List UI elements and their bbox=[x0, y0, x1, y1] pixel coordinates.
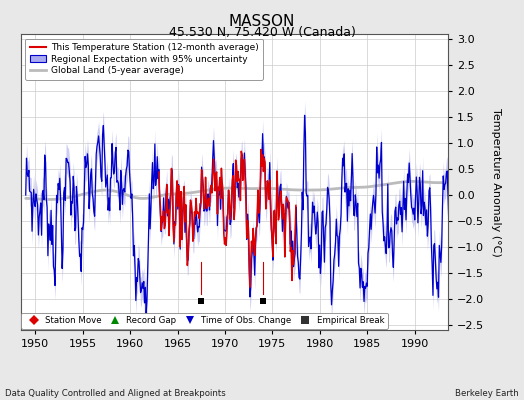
Text: 45.530 N, 75.420 W (Canada): 45.530 N, 75.420 W (Canada) bbox=[169, 26, 355, 39]
Text: MASSON: MASSON bbox=[229, 14, 295, 29]
Y-axis label: Temperature Anomaly (°C): Temperature Anomaly (°C) bbox=[491, 108, 501, 256]
Text: Data Quality Controlled and Aligned at Breakpoints: Data Quality Controlled and Aligned at B… bbox=[5, 389, 226, 398]
Legend: Station Move, Record Gap, Time of Obs. Change, Empirical Break: Station Move, Record Gap, Time of Obs. C… bbox=[21, 313, 388, 329]
Text: Berkeley Earth: Berkeley Earth bbox=[455, 389, 519, 398]
